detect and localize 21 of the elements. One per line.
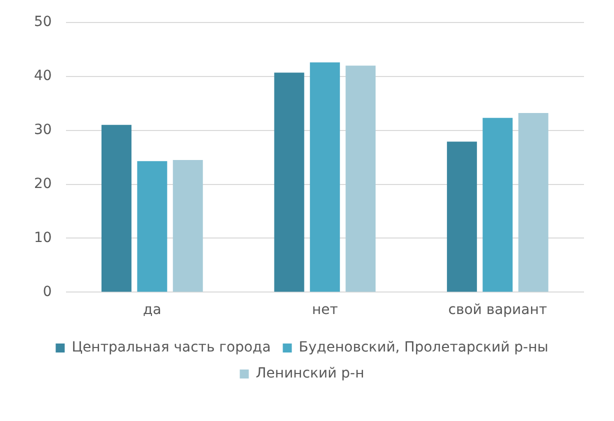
y-tick-label: 20	[34, 176, 52, 192]
bar	[101, 124, 132, 292]
legend-label: Ленинский р-н	[256, 366, 364, 382]
bar	[346, 66, 376, 292]
bar	[172, 160, 203, 292]
y-tick-label: 50	[34, 14, 52, 30]
legend-label: Центральная часть города	[72, 340, 271, 356]
y-tick-label: 0	[42, 284, 52, 300]
x-tick-label: нет	[312, 302, 338, 318]
legend-label: Буденовский, Пролетарский р-ны	[298, 340, 548, 356]
bar	[446, 142, 477, 292]
bar	[482, 118, 513, 292]
bar	[518, 113, 548, 292]
y-tick-label: 30	[34, 122, 52, 138]
bar	[274, 72, 304, 292]
bar	[137, 161, 168, 292]
y-tick-label: 10	[34, 230, 52, 246]
x-tick-label: да	[143, 302, 162, 318]
x-tick-label: свой вариант	[448, 302, 548, 318]
bar	[310, 62, 340, 292]
y-tick-label: 40	[34, 68, 52, 84]
